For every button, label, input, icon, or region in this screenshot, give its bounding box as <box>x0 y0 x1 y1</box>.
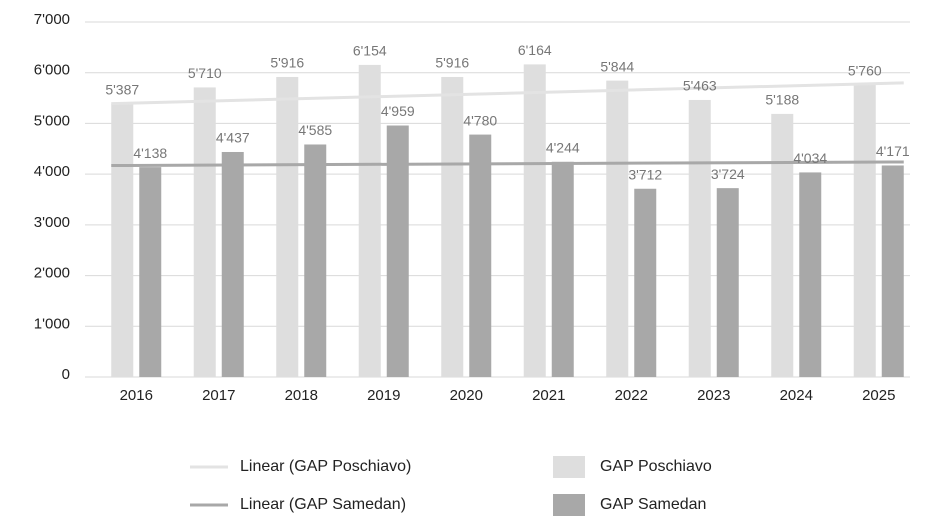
value-label: 4'959 <box>381 103 415 119</box>
bar <box>716 188 739 377</box>
legend-label: Linear (GAP Samedan) <box>240 496 406 513</box>
y-tick-label: 6'000 <box>34 62 70 79</box>
bar <box>193 87 216 378</box>
value-label: 5'463 <box>683 78 717 94</box>
bar <box>276 76 299 377</box>
trendline <box>111 81 904 106</box>
bar <box>688 99 711 377</box>
legend-label: GAP Samedan <box>600 496 706 513</box>
value-label: 5'916 <box>435 55 469 71</box>
y-tick-label: 1'000 <box>34 315 70 332</box>
bar <box>853 84 876 377</box>
y-tick-label: 3'000 <box>34 214 70 231</box>
bar <box>111 103 134 378</box>
value-label: 4'171 <box>876 143 910 159</box>
bar <box>358 64 381 377</box>
value-label: 4'780 <box>463 112 497 128</box>
value-label: 5'916 <box>270 55 304 71</box>
bar <box>881 165 904 377</box>
x-tick-label: 2019 <box>367 387 400 404</box>
legend-label: GAP Poschiavo <box>600 458 712 475</box>
bar <box>606 80 629 377</box>
bar <box>799 172 822 377</box>
bar <box>139 167 162 377</box>
bar <box>523 64 546 377</box>
bar <box>771 113 794 377</box>
y-tick-label: 5'000 <box>34 112 70 129</box>
bar <box>221 151 244 377</box>
bar <box>386 125 409 377</box>
x-tick-label: 2024 <box>780 387 813 404</box>
x-tick-label: 2021 <box>532 387 565 404</box>
value-label: 5'710 <box>188 65 222 81</box>
value-label: 4'034 <box>793 150 827 166</box>
value-label: 3'712 <box>628 166 662 182</box>
value-label: 5'387 <box>105 82 139 98</box>
bar <box>634 188 657 377</box>
trendline <box>111 160 904 168</box>
y-tick-label: 2'000 <box>34 265 70 282</box>
x-tick-label: 2025 <box>862 387 895 404</box>
value-label: 6'154 <box>353 43 387 59</box>
value-label: 3'724 <box>711 166 745 182</box>
x-tick-label: 2017 <box>202 387 235 404</box>
value-label: 4'138 <box>133 145 167 161</box>
value-label: 4'244 <box>546 139 580 155</box>
y-tick-label: 7'000 <box>34 11 70 28</box>
value-label: 6'164 <box>518 42 552 58</box>
x-tick-label: 2022 <box>615 387 648 404</box>
value-label: 5'844 <box>600 58 634 74</box>
legend-label: Linear (GAP Poschiavo) <box>240 458 411 475</box>
legend-swatch <box>553 456 585 478</box>
x-tick-label: 2020 <box>450 387 483 404</box>
bar <box>469 134 492 377</box>
y-tick-label: 0 <box>62 366 70 383</box>
x-tick-label: 2016 <box>120 387 153 404</box>
x-tick-label: 2023 <box>697 387 730 404</box>
legend-swatch <box>553 494 585 516</box>
bar <box>441 76 464 377</box>
value-label: 5'760 <box>848 63 882 79</box>
x-tick-label: 2018 <box>285 387 318 404</box>
value-label: 4'437 <box>216 130 250 146</box>
y-tick-label: 4'000 <box>34 163 70 180</box>
bar <box>304 144 327 377</box>
value-label: 5'188 <box>765 92 799 108</box>
value-label: 4'585 <box>298 122 332 138</box>
bar <box>551 161 574 377</box>
